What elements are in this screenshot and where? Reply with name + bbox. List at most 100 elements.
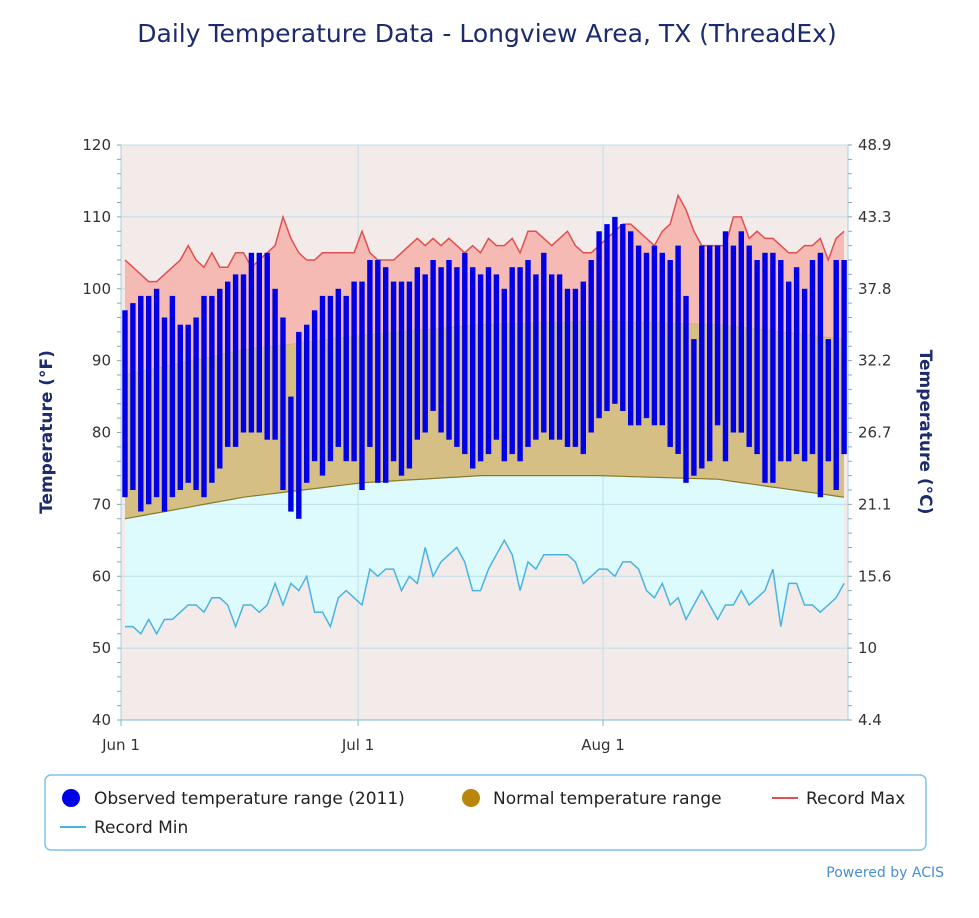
observed-bar [296,331,302,519]
x-tick-label: Jul 1 [341,736,374,754]
observed-bar [493,274,500,440]
observed-bar [825,339,831,462]
observed-bar [335,288,341,447]
observed-bar [311,310,318,462]
observed-bar [130,303,136,490]
observed-bar [193,317,199,490]
observed-bar [304,324,310,483]
observed-bar [161,317,168,512]
observed-bar [438,267,444,433]
observed-bar [707,245,713,462]
observed-legend-marker [62,789,80,807]
observed-bar [675,245,681,454]
observed-bar [564,288,571,447]
observed-bar [430,260,436,411]
y-tick-label-right: 48.9 [858,136,891,154]
observed-bar [414,267,420,440]
observed-bar [833,260,839,490]
observed-bar [398,281,405,476]
legend-item-record-min[interactable]: Record Min [60,818,188,838]
observed-bar [146,295,152,505]
observed-bar [770,252,776,483]
observed-bar [446,260,452,440]
y-tick-label-right: 10 [858,639,877,657]
y-tick-label-left: 100 [82,280,111,298]
y-tick-label-right: 15.6 [858,567,891,585]
observed-bar [225,281,231,447]
observed-bar [722,231,729,462]
observed-bar [280,317,286,490]
observed-bar [288,396,294,512]
observed-bar [580,281,586,455]
observed-bar [138,295,144,512]
observed-bar [596,231,602,419]
y-axis-left-ticks: 40 50 60 70 80 90 100 110 120 [82,136,111,729]
observed-bar [122,310,128,498]
observed-bar [477,274,484,462]
observed-bar [422,274,428,433]
observed-bar [462,252,468,455]
observed-bar [754,260,760,455]
observed-bar [264,252,270,440]
observed-bar [485,267,492,455]
observed-bar [153,288,160,498]
observed-bar [762,252,768,483]
legend-label-record-max: Record Max [806,789,905,809]
y-tick-label-left: 90 [92,352,111,370]
observed-bar [691,339,697,476]
legend-item-observed[interactable]: Observed temperature range (2011) [62,789,405,809]
observed-bar [699,245,705,469]
axes [117,144,852,721]
observed-bar [343,295,349,462]
observed-bar [351,281,357,462]
observed-bar [541,252,547,433]
observed-bar [517,267,523,462]
observed-bar [509,267,515,455]
y-tick-label-right: 43.3 [858,208,891,226]
legend-box [44,774,927,851]
observed-bar [501,288,507,462]
legend-item-record-max[interactable]: Record Max [772,789,905,809]
observed-bar [383,267,389,483]
observed-bar [185,324,191,483]
observed-bar [232,274,239,447]
observed-bar [809,260,816,455]
y-tick-label-right: 26.7 [858,424,891,442]
observed-bar [714,245,721,426]
y-tick-label-right: 37.8 [858,280,891,298]
y-tick-label-left: 80 [92,424,111,442]
legend-label-record-min: Record Min [94,818,188,838]
observed-bar [628,231,634,426]
observed-bar [525,260,531,447]
observed-bar [778,260,784,462]
y-tick-label-left: 70 [92,495,111,513]
observed-bar [841,260,847,455]
y-axis-right-title: Temperature (°C) [915,350,935,515]
credits-link[interactable]: Powered by ACIS [826,865,944,881]
observed-bar [620,224,626,411]
observed-bar [209,295,215,483]
x-axis-ticks: Jun 1 Jul 1 Aug 1 [101,720,625,754]
observed-bar [201,295,207,498]
legend-label-normal: Normal temperature range [493,789,722,809]
y-axis-right-ticks: 4.4 10 15.6 21.1 26.7 32.2 37.8 43.3 48.9 [858,136,891,729]
observed-bar [659,252,665,426]
y-tick-label-left: 60 [92,567,111,585]
x-tick-label: Aug 1 [581,736,625,754]
observed-bar [240,274,247,433]
record-min-series [125,538,845,636]
observed-bar [177,324,183,490]
observed-bar [470,267,476,469]
observed-bar [359,281,365,490]
observed-bar [327,295,334,462]
observed-bar [738,231,744,433]
y-tick-label-left: 40 [92,711,111,729]
observed-bar [248,252,255,433]
y-axis-left-title: Temperature (°F) [37,350,57,514]
observed-bar [817,252,824,498]
observed-bar [572,288,579,447]
observed-bar [217,288,223,469]
y-tick-label-right: 32.2 [858,352,891,370]
y-tick-label-left: 110 [82,208,111,226]
legend-item-normal[interactable]: Normal temperature range [462,789,722,809]
